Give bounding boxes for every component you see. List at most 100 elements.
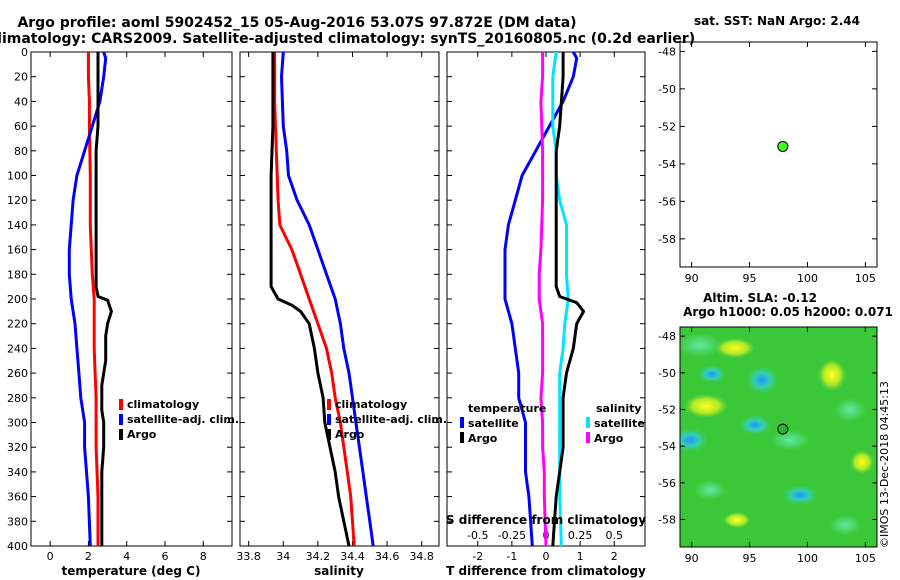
legend-swatch [119, 399, 123, 410]
series-line [273, 52, 356, 547]
legend-label: satellite-adj. clim. [335, 413, 447, 426]
x-tick-label: 34.6 [375, 550, 400, 563]
x-tick-label: 2 [85, 550, 92, 563]
lat-tick-label: -58 [658, 233, 676, 246]
sdiff-axis-label: S difference from climatology [446, 513, 646, 527]
lat-tick-label: -56 [658, 477, 676, 490]
legend-swatch [327, 414, 331, 425]
legend-swatch [586, 417, 590, 428]
lon-tick-label: 95 [743, 552, 757, 565]
legend-swatch [327, 399, 331, 410]
legend-label: Argo [127, 428, 157, 441]
s-tick-label: 0.5 [606, 529, 624, 542]
series-line [94, 52, 113, 546]
x-tick-label: 33.8 [236, 550, 261, 563]
legend-title-temperature: temperature [468, 402, 546, 415]
depth-tick-label: 320 [7, 441, 28, 454]
sst-map-title: sat. SST: NaN Argo: 2.44 [694, 14, 860, 28]
depth-tick-label: 40 [14, 95, 28, 108]
lat-tick-label: -58 [658, 514, 676, 527]
depth-tick-label: 240 [7, 342, 28, 355]
legend-label: climatology [127, 398, 199, 411]
s-tick-label: 0.25 [568, 529, 593, 542]
sla-title-line-2: Argo h1000: 0.05 h2000: 0.071 [683, 305, 893, 319]
legend-label: Argo [468, 432, 498, 445]
lat-tick-label: -52 [658, 404, 676, 417]
depth-tick-label: 180 [7, 268, 28, 281]
x-tick-label: 34.2 [306, 550, 331, 563]
plot-frame [239, 51, 440, 547]
lon-tick-label: 90 [685, 272, 699, 285]
plot-frame [30, 51, 233, 547]
lat-tick-label: -48 [658, 330, 676, 343]
x-tick-label: 6 [162, 550, 169, 563]
depth-tick-label: 260 [7, 367, 28, 380]
title-line-1: Argo profile: aoml 5902452_15 05-Aug-201… [17, 15, 576, 31]
depth-tick-label: 300 [7, 417, 28, 430]
argo-location-marker [777, 140, 789, 152]
depth-tick-label: 140 [7, 219, 28, 232]
x-tick-label: 0 [47, 550, 54, 563]
depth-tick-label: 220 [7, 318, 28, 331]
legend-label: satellite [594, 417, 645, 430]
x-tick-label: 34.8 [409, 550, 434, 563]
depth-tick-label: 20 [14, 71, 28, 84]
depth-tick-label: 160 [7, 244, 28, 257]
depth-tick-label: 380 [7, 515, 28, 528]
temperature-axis-label: temperature (deg C) [62, 564, 201, 578]
lat-tick-label: -52 [658, 120, 676, 133]
lon-tick-label: 105 [855, 272, 876, 285]
plot-frame [446, 51, 646, 547]
lat-tick-label: -54 [658, 158, 676, 171]
watermark: ©IMOS 13-Dec-2018 04:45:13 [878, 381, 891, 548]
depth-tick-label: 120 [7, 194, 28, 207]
legend-label: climatology [335, 398, 407, 411]
legend-label: satellite [468, 417, 519, 430]
tdiff-axis-label: T difference from climatology [446, 564, 646, 578]
series-line [280, 51, 375, 547]
x-tick-label: -2 [472, 550, 483, 563]
x-tick-label: 1 [577, 550, 584, 563]
legend-swatch [327, 429, 331, 440]
salinity-axis-label: salinity [314, 564, 364, 578]
legend-title-salinity: salinity [596, 402, 642, 415]
legend-swatch [460, 432, 464, 443]
depth-tick-label: 200 [7, 293, 28, 306]
title-line-2: Climatology: CARS2009. Satellite-adjuste… [0, 31, 695, 47]
lon-tick-label: 105 [855, 552, 876, 565]
lon-tick-label: 90 [685, 552, 699, 565]
temperature-panel: 0204060801001201401601802002202402602803… [7, 46, 239, 563]
legend-swatch [119, 414, 123, 425]
depth-tick-label: 0 [21, 46, 28, 59]
s-tick-label: -0.25 [498, 529, 526, 542]
lon-tick-label: 100 [797, 552, 818, 565]
lat-tick-label: -56 [658, 195, 676, 208]
series-line [551, 52, 586, 547]
map-frame [679, 326, 878, 548]
legend-swatch [586, 432, 590, 443]
depth-tick-label: 400 [7, 540, 28, 553]
salinity-panel: 33.8 34 34.2 34.4 34.6 34.8 climatology satelli… [236, 51, 447, 563]
legend-label: satellite-adj. clim. [127, 413, 239, 426]
series-line [537, 52, 548, 547]
legend-label: Argo [594, 432, 624, 445]
map-frame [679, 41, 878, 268]
lat-tick-label: -48 [658, 45, 676, 58]
depth-tick-label: 60 [14, 120, 28, 133]
lon-tick-label: 100 [797, 272, 818, 285]
depth-tick-label: 100 [7, 170, 28, 183]
lat-tick-label: -54 [658, 440, 676, 453]
series-line [269, 52, 351, 547]
legend-label: Argo [335, 428, 365, 441]
x-tick-label: 34.4 [340, 550, 365, 563]
depth-tick-label: 360 [7, 491, 28, 504]
series-line [86, 52, 100, 546]
sla-map-panel: 90 95 100 105 -48 -50 -52 -54 -56 -58 [658, 326, 878, 565]
series-line [67, 51, 108, 547]
depth-tick-label: 340 [7, 466, 28, 479]
x-tick-label: 34 [276, 550, 290, 563]
x-tick-label: 8 [200, 550, 207, 563]
x-tick-label: -1 [506, 550, 517, 563]
